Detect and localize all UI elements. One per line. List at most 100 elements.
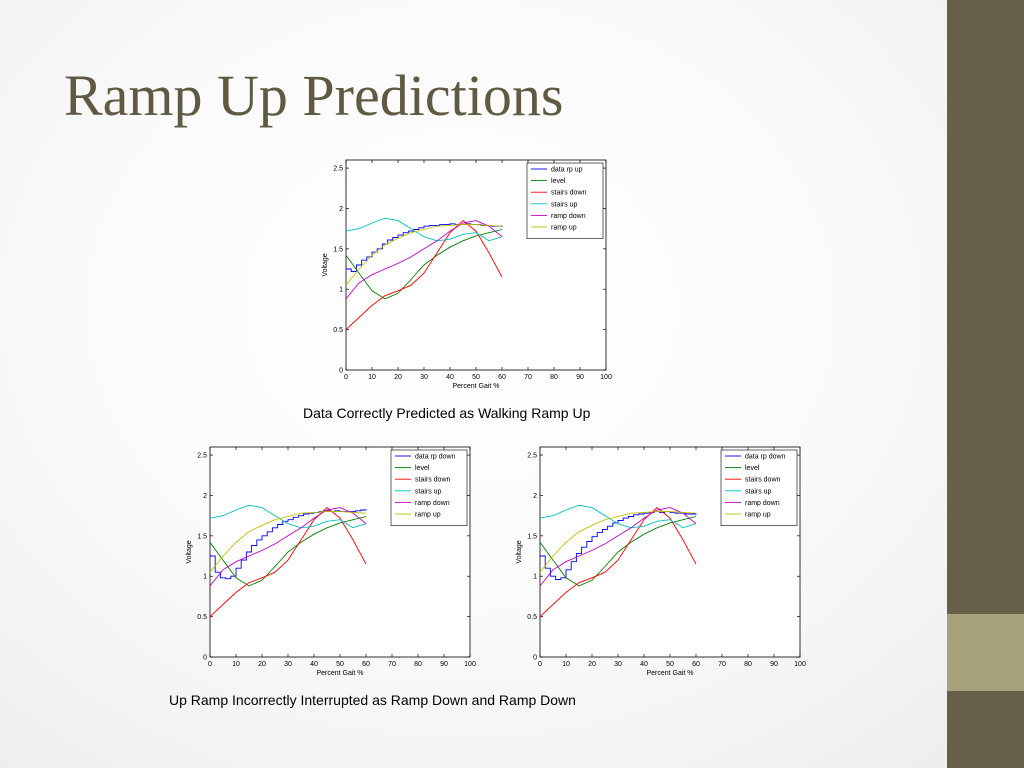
x-tick-label: 100 xyxy=(600,374,612,381)
legend-label: ramp down xyxy=(415,500,450,507)
y-tick-label: 2 xyxy=(533,493,537,500)
x-tick-label: 30 xyxy=(420,374,428,381)
x-tick-label: 20 xyxy=(394,374,402,381)
y-axis-label: Voltage xyxy=(516,540,523,563)
y-tick-label: 0 xyxy=(533,655,537,662)
caption-top: Data Correctly Predicted as Walking Ramp… xyxy=(303,405,591,421)
x-tick-label: 30 xyxy=(284,661,292,668)
x-tick-label: 70 xyxy=(388,661,396,668)
legend xyxy=(526,162,604,239)
series-line-stairs-up xyxy=(209,504,367,529)
y-tick-label: 2.5 xyxy=(197,453,207,460)
x-tick-label: 0 xyxy=(538,661,542,668)
legend-label: level xyxy=(415,465,430,472)
y-tick-label: 1.5 xyxy=(333,246,343,253)
legend-label: stairs down xyxy=(745,477,781,484)
series-line-level xyxy=(539,516,697,587)
series-line-stairs-up xyxy=(539,504,697,529)
legend-label: stairs up xyxy=(551,201,578,208)
legend-label: level xyxy=(551,178,566,185)
x-tick-label: 70 xyxy=(524,374,532,381)
y-tick-label: 0.5 xyxy=(197,614,207,621)
legend-label: ramp up xyxy=(551,225,577,232)
chart-ramp-down-prediction-left: 0 10 20 30 40 50 60 70 80 90 100 0 0.5 1 1.5 2 2.5 Percen… xyxy=(182,443,482,683)
sidebar-accent-block xyxy=(947,614,1024,691)
series-line-ramp-down xyxy=(539,507,697,587)
x-tick-label: 0 xyxy=(208,661,212,668)
legend xyxy=(720,449,798,526)
series-line-level xyxy=(209,516,367,587)
x-tick-label: 70 xyxy=(718,661,726,668)
series-line-stairs-down xyxy=(345,220,503,330)
x-tick-label: 40 xyxy=(640,661,648,668)
legend-label: data rp up xyxy=(551,167,583,174)
x-tick-label: 20 xyxy=(258,661,266,668)
y-tick-label: 1 xyxy=(339,287,343,294)
legend-label: level xyxy=(745,465,760,472)
legend-label: stairs up xyxy=(415,488,442,495)
chart-svg: 0 10 20 30 40 50 60 70 80 90 100 0 0.5 1 1.5 2 2.5 Percen… xyxy=(186,446,476,677)
legend-label: stairs up xyxy=(745,488,772,495)
x-tick-label: 90 xyxy=(576,374,584,381)
x-tick-label: 40 xyxy=(446,374,454,381)
x-tick-label: 80 xyxy=(744,661,752,668)
series-line-ramp-up xyxy=(345,224,503,286)
chart-ramp-up-prediction: 0 10 20 30 40 50 60 70 80 90 100 0 0.5 1 1.5 2 2.5 Percen… xyxy=(318,156,618,396)
y-tick-label: 2 xyxy=(339,206,343,213)
x-tick-label: 60 xyxy=(498,374,506,381)
series-line-data-rp-down xyxy=(210,509,367,580)
legend-label: ramp up xyxy=(415,512,441,519)
chart-svg: 0 10 20 30 40 50 60 70 80 90 100 0 0.5 1 1.5 2 2.5 Percen… xyxy=(516,446,806,677)
y-axis-label: Voltage xyxy=(186,540,193,563)
series-line-ramp-up xyxy=(539,511,697,573)
y-tick-label: 2.5 xyxy=(333,166,343,173)
x-tick-label: 50 xyxy=(472,374,480,381)
x-axis-label: Percent Gait % xyxy=(452,383,499,390)
x-tick-label: 0 xyxy=(344,374,348,381)
series-line-ramp-down xyxy=(209,507,367,587)
legend-label: stairs down xyxy=(415,477,451,484)
legend-label: ramp down xyxy=(745,500,780,507)
legend-label: stairs down xyxy=(551,190,587,197)
x-tick-label: 90 xyxy=(770,661,778,668)
x-tick-label: 10 xyxy=(368,374,376,381)
legend-label: data rp down xyxy=(745,454,786,461)
x-tick-label: 90 xyxy=(440,661,448,668)
series-line-stairs-up xyxy=(345,217,503,242)
legend-label: data rp down xyxy=(415,454,456,461)
series-line-ramp-down xyxy=(345,220,503,300)
series-line-stairs-down xyxy=(209,507,367,617)
series-line-ramp-up xyxy=(209,511,367,573)
x-tick-label: 80 xyxy=(414,661,422,668)
y-tick-label: 2 xyxy=(203,493,207,500)
x-tick-label: 100 xyxy=(464,661,476,668)
x-tick-label: 30 xyxy=(614,661,622,668)
x-axis-label: Percent Gait % xyxy=(646,670,693,677)
x-tick-label: 100 xyxy=(794,661,806,668)
legend-label: ramp up xyxy=(745,512,771,519)
y-tick-label: 0 xyxy=(203,655,207,662)
caption-bottom: Up Ramp Incorrectly Interrupted as Ramp … xyxy=(169,692,576,708)
y-tick-label: 1 xyxy=(533,574,537,581)
y-tick-label: 0 xyxy=(339,368,343,375)
series-line-level xyxy=(345,229,503,300)
x-tick-label: 60 xyxy=(692,661,700,668)
x-tick-label: 20 xyxy=(588,661,596,668)
y-tick-label: 2.5 xyxy=(527,453,537,460)
slide-title: Ramp Up Predictions xyxy=(64,63,564,128)
legend xyxy=(390,449,468,526)
chart-svg: 0 10 20 30 40 50 60 70 80 90 100 0 0.5 1 1.5 2 2.5 Percen… xyxy=(322,159,612,390)
y-tick-label: 1.5 xyxy=(527,533,537,540)
chart-ramp-down-prediction-right: 0 10 20 30 40 50 60 70 80 90 100 0 0.5 1 1.5 2 2.5 Percen… xyxy=(512,443,812,683)
y-tick-label: 1 xyxy=(203,574,207,581)
y-tick-label: 0.5 xyxy=(527,614,537,621)
series-line-stairs-down xyxy=(539,507,697,617)
x-tick-label: 10 xyxy=(232,661,240,668)
x-tick-label: 40 xyxy=(310,661,318,668)
y-axis-label: Voltage xyxy=(322,253,329,276)
x-tick-label: 50 xyxy=(336,661,344,668)
x-tick-label: 60 xyxy=(362,661,370,668)
x-tick-label: 50 xyxy=(666,661,674,668)
x-tick-label: 10 xyxy=(562,661,570,668)
x-axis-label: Percent Gait % xyxy=(316,670,363,677)
